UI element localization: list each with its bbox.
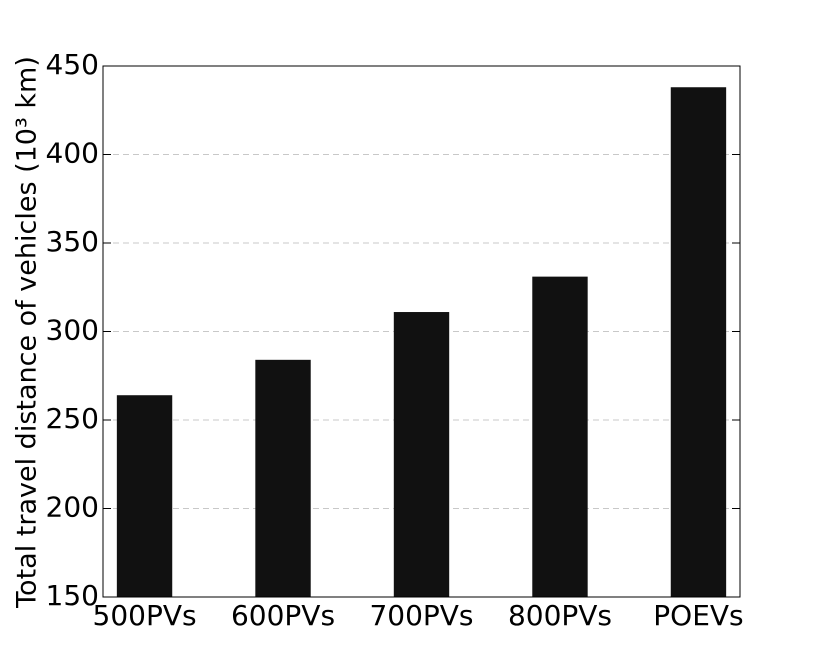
plot-frame	[102, 65, 741, 598]
bar	[116, 395, 173, 597]
y-axis-label: Total travel distance of vehicles (10³ k…	[12, 56, 43, 609]
bar	[670, 87, 727, 598]
x-tick-label: POEVs	[653, 599, 743, 632]
bar	[255, 359, 311, 597]
bar	[532, 276, 588, 597]
x-tick-label: 800PVs	[508, 599, 612, 632]
bar	[393, 312, 450, 597]
y-tick-label: 450	[46, 48, 99, 81]
y-tick-label: 200	[46, 491, 99, 524]
x-tick-label: 700PVs	[369, 599, 473, 632]
x-tick-label: 500PVs	[93, 599, 197, 632]
y-tick-label: 350	[46, 225, 99, 258]
y-tick-label: 150	[46, 579, 99, 612]
y-tick-label: 250	[46, 402, 99, 435]
y-tick-label: 400	[46, 137, 99, 170]
x-tick-label: 600PVs	[231, 599, 335, 632]
y-tick-label: 300	[46, 314, 99, 347]
